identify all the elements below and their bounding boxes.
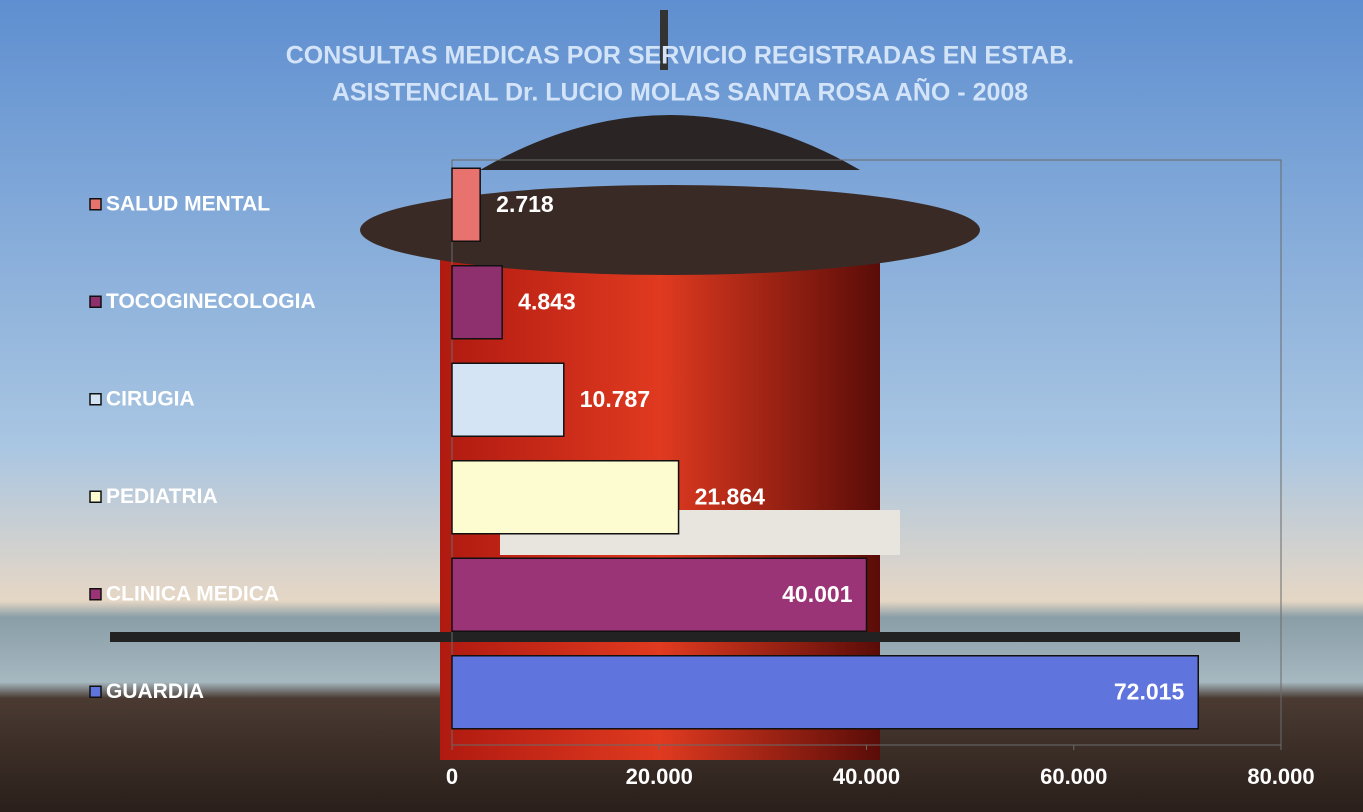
y-tick-label: TOCOGINECOLOGIA bbox=[106, 290, 316, 313]
x-tick-label: 0 bbox=[446, 764, 458, 789]
chart-title: CONSULTAS MEDICAS POR SERVICIO REGISTRAD… bbox=[286, 42, 1075, 70]
y-tick-label: GUARDIA bbox=[106, 680, 204, 703]
value-label: 40.001 bbox=[782, 581, 853, 607]
value-label: 72.015 bbox=[1114, 678, 1185, 704]
y-tick-label: PEDIATRIA bbox=[106, 485, 218, 508]
legend-swatch bbox=[89, 198, 102, 211]
value-label: 2.718 bbox=[496, 191, 554, 217]
bar bbox=[451, 362, 565, 437]
bar bbox=[451, 167, 481, 242]
x-tick-label: 60.000 bbox=[1040, 764, 1107, 789]
y-tick-label: SALUD MENTAL bbox=[106, 192, 270, 215]
bar bbox=[451, 557, 868, 632]
value-label: 4.843 bbox=[518, 288, 576, 314]
legend-swatch bbox=[89, 393, 102, 406]
value-label: 21.864 bbox=[695, 483, 766, 509]
legend-swatch bbox=[89, 685, 102, 698]
chart-title: ASISTENCIAL Dr. LUCIO MOLAS SANTA ROSA A… bbox=[332, 77, 1028, 107]
value-label: 10.787 bbox=[580, 386, 650, 412]
bar bbox=[451, 265, 503, 340]
y-tick-label: CIRUGIA bbox=[106, 387, 195, 410]
legend-swatch bbox=[89, 295, 102, 308]
y-tick-label: CLINICA MEDICA bbox=[106, 582, 279, 605]
legend-swatch bbox=[89, 588, 102, 601]
x-tick-label: 40.000 bbox=[833, 764, 900, 789]
bar bbox=[451, 655, 1200, 730]
x-tick-label: 20.000 bbox=[626, 764, 693, 789]
bar bbox=[451, 460, 680, 535]
x-tick-label: 80.000 bbox=[1247, 764, 1314, 789]
legend-swatch bbox=[89, 490, 102, 503]
